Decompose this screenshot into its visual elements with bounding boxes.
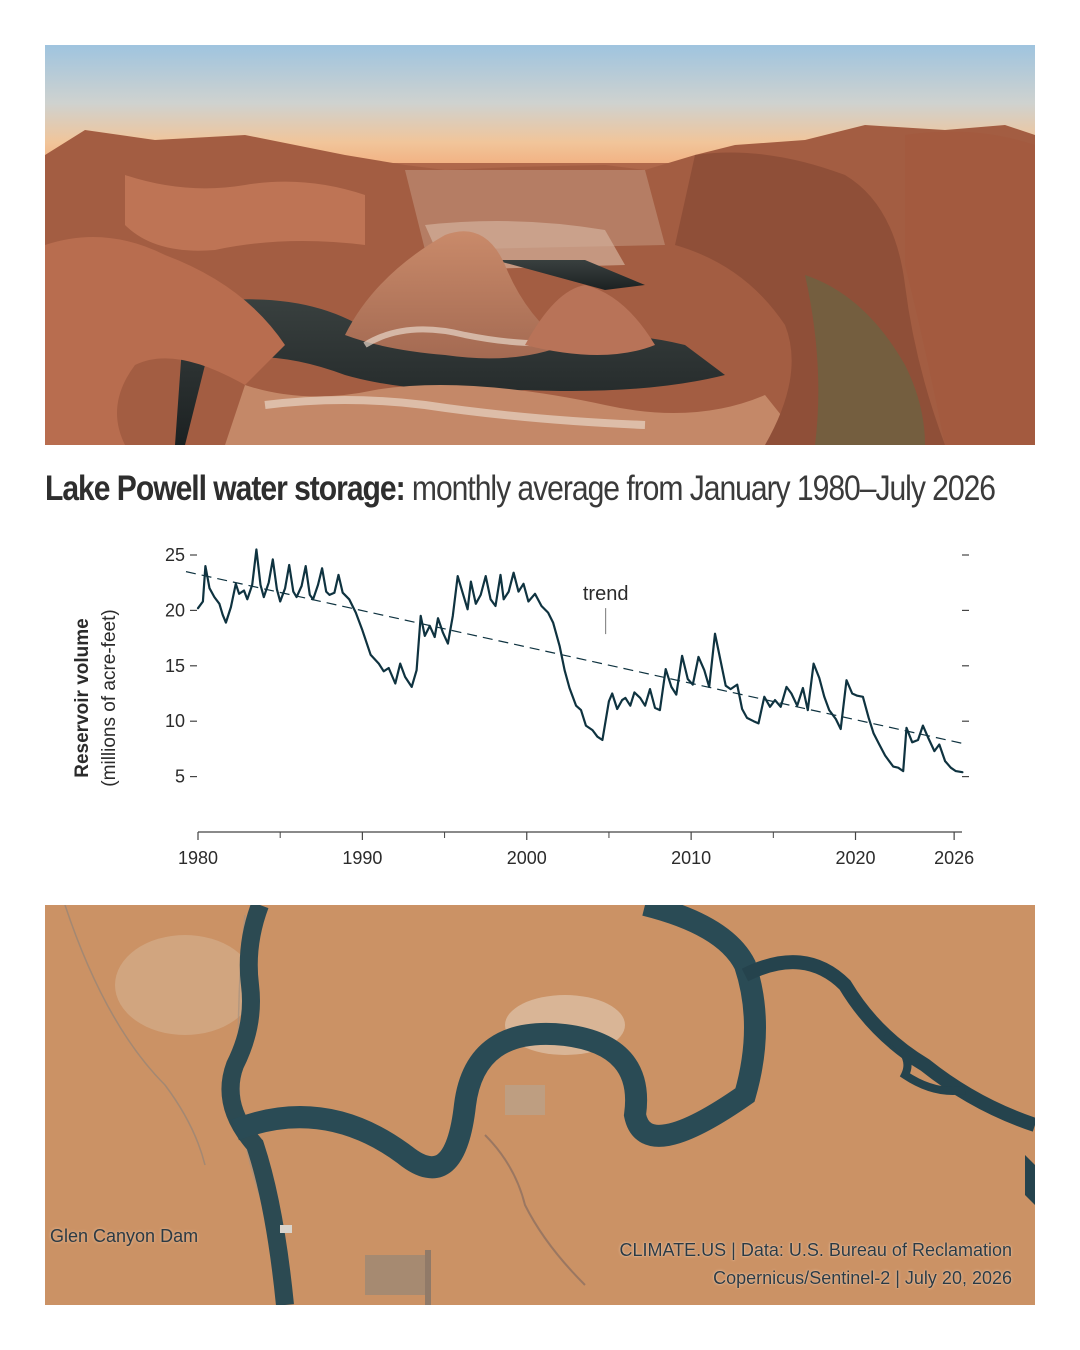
chart-title: Lake Powell water storage: monthly avera… [45, 468, 996, 510]
x-tick-label: 2026 [934, 848, 974, 868]
dam-label: Glen Canyon Dam [50, 1226, 199, 1246]
series-layer [196, 548, 964, 774]
chart-axes [190, 554, 969, 840]
y-tick-label: 25 [165, 545, 185, 565]
trend-line [185, 571, 963, 744]
x-tick-label: 1990 [342, 848, 382, 868]
x-tick-label: 1980 [178, 848, 218, 868]
x-tick-label: 2010 [671, 848, 711, 868]
y-axis-units: (millions of acre-feet) [99, 609, 120, 786]
x-tick-label: 2020 [835, 848, 875, 868]
title-light: monthly average from January 1980–July 2… [404, 469, 996, 508]
storage-line-chart: 1980 1990 2000 2010 2020 2026 5 10 15 20 25 Reservo… [72, 545, 974, 868]
satellite-map [45, 905, 1035, 1305]
trend-layer [185, 571, 963, 744]
y-tick-label: 15 [165, 656, 185, 676]
y-tick-label: 10 [165, 711, 185, 731]
storage-series-line [196, 548, 964, 774]
y-tick-label: 5 [175, 767, 185, 787]
satellite-illustration [45, 905, 1035, 1305]
canyon-illustration [45, 45, 1035, 445]
y-tick-label: 20 [165, 600, 185, 620]
title-bold: Lake Powell water storage: [45, 469, 406, 508]
y-axis-title: Reservoir volume [72, 618, 93, 777]
label-layer: 1980 1990 2000 2010 2020 2026 5 10 15 20 25 Reservo… [72, 545, 974, 868]
trend-annotation: trend [583, 583, 629, 605]
credit-line-2: Copernicus/Sentinel-2 | July 20, 2026 [713, 1268, 1012, 1288]
credit-line-1: CLIMATE.US | Data: U.S. Bureau of Reclam… [619, 1240, 1013, 1260]
canyon-photo [45, 45, 1035, 445]
x-tick-label: 2000 [507, 848, 547, 868]
